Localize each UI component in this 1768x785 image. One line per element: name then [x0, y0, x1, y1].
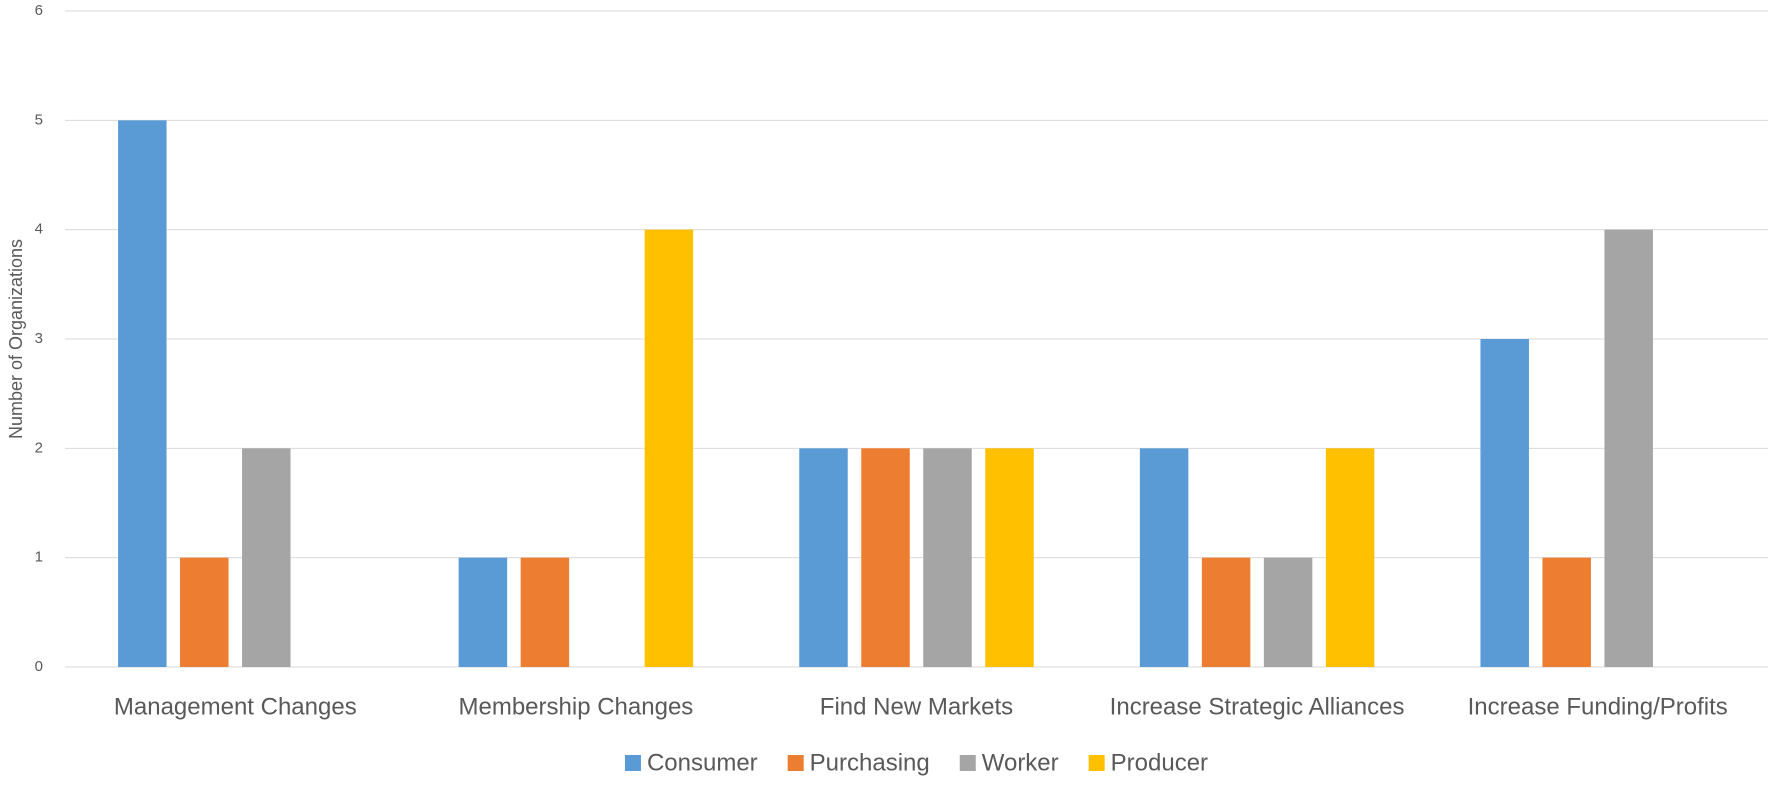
bar: [985, 448, 1034, 667]
bar: [1201, 557, 1251, 667]
bar: [1542, 557, 1591, 667]
x-tick-label: Increase Funding/Profits: [1468, 693, 1728, 720]
bar: [458, 557, 508, 667]
y-tick-label: 2: [35, 439, 43, 456]
legend-swatch: [1088, 755, 1105, 771]
bar: [1139, 448, 1189, 667]
bar: [520, 557, 570, 667]
y-axis-title: Number of Organizations: [6, 239, 26, 439]
bar: [1263, 557, 1313, 667]
bar: [242, 448, 291, 667]
x-tick-label: Management Changes: [114, 693, 357, 720]
bar: [861, 448, 910, 667]
legend-label: Purchasing: [810, 749, 930, 776]
bar: [1480, 339, 1529, 667]
bar: [180, 557, 229, 667]
bar: [1325, 448, 1375, 667]
bar: [923, 448, 972, 667]
bar: [1604, 229, 1653, 667]
x-tick-label: Find New Markets: [820, 693, 1013, 720]
legend-label: Producer: [1111, 749, 1208, 776]
y-tick-label: 4: [35, 221, 43, 238]
bar: [644, 229, 694, 667]
y-tick-label: 1: [35, 549, 43, 566]
y-tick-label: 0: [35, 658, 43, 675]
y-tick-label: 5: [35, 111, 43, 128]
legend-label: Worker: [982, 749, 1059, 776]
bar: [118, 120, 167, 668]
legend-swatch: [624, 755, 641, 771]
legend-swatch: [787, 755, 804, 771]
bar: [799, 448, 848, 667]
legend-label: Consumer: [647, 749, 758, 776]
legend-swatch: [959, 755, 976, 771]
x-tick-label: Increase Strategic Alliances: [1110, 693, 1405, 720]
x-tick-label: Membership Changes: [459, 693, 694, 720]
y-tick-label: 6: [35, 2, 43, 19]
y-tick-label: 3: [35, 330, 43, 347]
